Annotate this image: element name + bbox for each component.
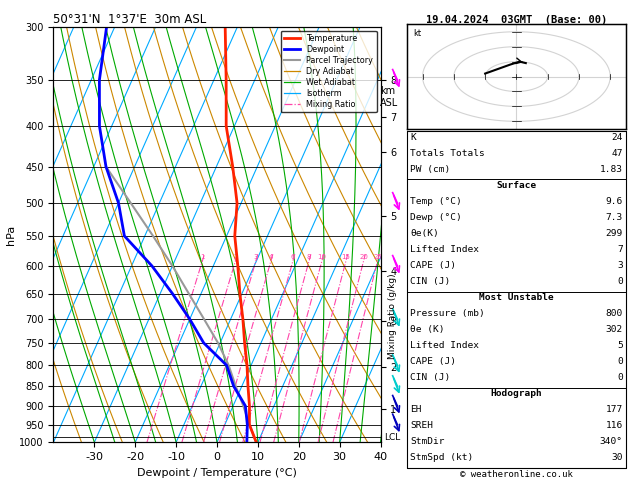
Text: 0: 0 bbox=[617, 357, 623, 366]
Text: 7: 7 bbox=[617, 245, 623, 254]
Text: 9.6: 9.6 bbox=[606, 197, 623, 206]
Text: Totals Totals: Totals Totals bbox=[410, 149, 485, 158]
Text: Surface: Surface bbox=[496, 181, 537, 190]
Text: 299: 299 bbox=[606, 229, 623, 238]
Text: StmDir: StmDir bbox=[410, 437, 445, 447]
Text: 10: 10 bbox=[318, 254, 326, 260]
Text: 800: 800 bbox=[606, 309, 623, 318]
Text: 24: 24 bbox=[611, 133, 623, 142]
Text: θe (K): θe (K) bbox=[410, 325, 445, 334]
Text: Most Unstable: Most Unstable bbox=[479, 293, 554, 302]
Text: Lifted Index: Lifted Index bbox=[410, 245, 479, 254]
Text: Mixing Ratio (g/kg): Mixing Ratio (g/kg) bbox=[388, 273, 397, 359]
Text: 19.04.2024  03GMT  (Base: 00): 19.04.2024 03GMT (Base: 00) bbox=[426, 15, 607, 25]
Text: 0: 0 bbox=[617, 373, 623, 382]
Text: 2: 2 bbox=[233, 254, 238, 260]
Text: 3: 3 bbox=[254, 254, 259, 260]
Text: CIN (J): CIN (J) bbox=[410, 277, 450, 286]
Text: SREH: SREH bbox=[410, 421, 433, 431]
Y-axis label: hPa: hPa bbox=[6, 225, 16, 244]
Text: K: K bbox=[410, 133, 416, 142]
Text: 25: 25 bbox=[374, 254, 382, 260]
Text: © weatheronline.co.uk: © weatheronline.co.uk bbox=[460, 469, 573, 479]
Text: kt: kt bbox=[413, 29, 421, 38]
Text: Temp (°C): Temp (°C) bbox=[410, 197, 462, 206]
Text: 4: 4 bbox=[269, 254, 274, 260]
Text: 177: 177 bbox=[606, 405, 623, 415]
Text: 30: 30 bbox=[611, 453, 623, 463]
Text: km
ASL: km ASL bbox=[380, 87, 398, 108]
Legend: Temperature, Dewpoint, Parcel Trajectory, Dry Adiabat, Wet Adiabat, Isotherm, Mi: Temperature, Dewpoint, Parcel Trajectory… bbox=[281, 31, 377, 112]
Text: 116: 116 bbox=[606, 421, 623, 431]
Text: CIN (J): CIN (J) bbox=[410, 373, 450, 382]
Text: CAPE (J): CAPE (J) bbox=[410, 357, 456, 366]
Text: 0: 0 bbox=[617, 277, 623, 286]
Text: 8: 8 bbox=[307, 254, 311, 260]
Text: LCL: LCL bbox=[384, 433, 400, 442]
Text: 5: 5 bbox=[617, 341, 623, 350]
Text: 302: 302 bbox=[606, 325, 623, 334]
Text: StmSpd (kt): StmSpd (kt) bbox=[410, 453, 474, 463]
X-axis label: Dewpoint / Temperature (°C): Dewpoint / Temperature (°C) bbox=[137, 468, 297, 478]
Text: Lifted Index: Lifted Index bbox=[410, 341, 479, 350]
Text: 20: 20 bbox=[359, 254, 368, 260]
Text: 1: 1 bbox=[201, 254, 205, 260]
Text: 1.83: 1.83 bbox=[599, 165, 623, 174]
Text: 3: 3 bbox=[617, 261, 623, 270]
Text: 47: 47 bbox=[611, 149, 623, 158]
Text: 340°: 340° bbox=[599, 437, 623, 447]
Text: Hodograph: Hodograph bbox=[491, 389, 542, 399]
Text: EH: EH bbox=[410, 405, 421, 415]
Text: Dewp (°C): Dewp (°C) bbox=[410, 213, 462, 222]
Text: 50°31'N  1°37'E  30m ASL: 50°31'N 1°37'E 30m ASL bbox=[53, 13, 207, 26]
Text: θe(K): θe(K) bbox=[410, 229, 439, 238]
Text: PW (cm): PW (cm) bbox=[410, 165, 450, 174]
Text: 6: 6 bbox=[291, 254, 296, 260]
Text: Pressure (mb): Pressure (mb) bbox=[410, 309, 485, 318]
Text: CAPE (J): CAPE (J) bbox=[410, 261, 456, 270]
Text: 7.3: 7.3 bbox=[606, 213, 623, 222]
Text: 15: 15 bbox=[342, 254, 350, 260]
